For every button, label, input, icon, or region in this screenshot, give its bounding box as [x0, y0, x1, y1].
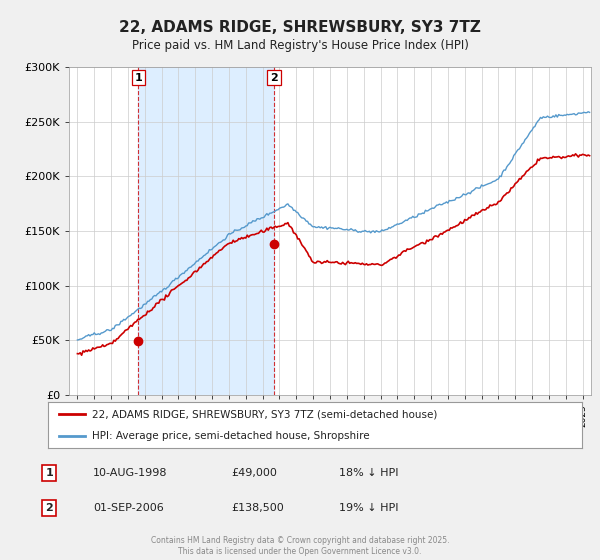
Bar: [138, 67, 274, 395]
Text: £49,000: £49,000: [231, 468, 277, 478]
Text: 1: 1: [46, 468, 53, 478]
Text: 18% ↓ HPI: 18% ↓ HPI: [339, 468, 398, 478]
Text: 19% ↓ HPI: 19% ↓ HPI: [339, 503, 398, 513]
Text: £138,500: £138,500: [231, 503, 284, 513]
Text: 2: 2: [270, 73, 278, 83]
Text: Contains HM Land Registry data © Crown copyright and database right 2025.
This d: Contains HM Land Registry data © Crown c…: [151, 536, 449, 556]
Text: 22, ADAMS RIDGE, SHREWSBURY, SY3 7TZ: 22, ADAMS RIDGE, SHREWSBURY, SY3 7TZ: [119, 20, 481, 35]
Text: 2: 2: [46, 503, 53, 513]
Text: 10-AUG-1998: 10-AUG-1998: [93, 468, 167, 478]
Text: 22, ADAMS RIDGE, SHREWSBURY, SY3 7TZ (semi-detached house): 22, ADAMS RIDGE, SHREWSBURY, SY3 7TZ (se…: [92, 409, 437, 419]
Text: 01-SEP-2006: 01-SEP-2006: [93, 503, 164, 513]
Text: Price paid vs. HM Land Registry's House Price Index (HPI): Price paid vs. HM Land Registry's House …: [131, 39, 469, 52]
Text: HPI: Average price, semi-detached house, Shropshire: HPI: Average price, semi-detached house,…: [92, 431, 370, 441]
Text: 1: 1: [134, 73, 142, 83]
